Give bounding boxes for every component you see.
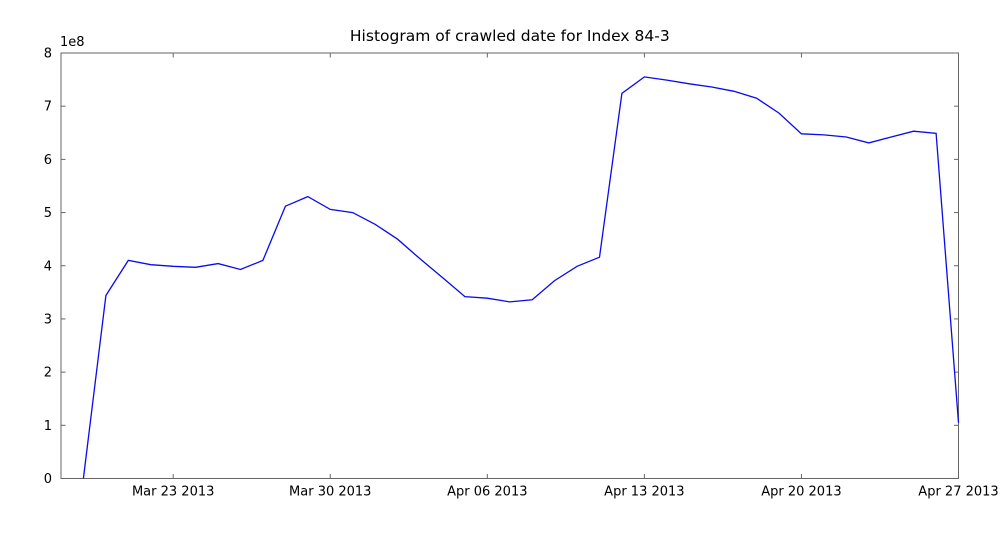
chart-title: Histogram of crawled date for Index 84-3	[350, 27, 670, 45]
x-tick-label: Apr 27 2013	[918, 485, 998, 500]
y-tick-label: 6	[44, 153, 52, 168]
y-axis-offset-label: 1e8	[60, 35, 85, 50]
y-tick-label: 4	[44, 259, 52, 274]
x-tick-label: Mar 30 2013	[289, 485, 371, 500]
x-tick-label: Apr 20 2013	[761, 485, 841, 500]
y-tick-label: 2	[44, 366, 52, 381]
y-tick-label: 0	[44, 472, 52, 487]
data-line	[82, 76, 960, 479]
x-tick-label: Apr 06 2013	[447, 485, 527, 500]
y-tick-label: 8	[44, 47, 52, 62]
y-tick-label: 7	[44, 100, 52, 115]
data-layer	[82, 76, 960, 479]
x-tick-label: Mar 23 2013	[132, 485, 214, 500]
y-tick-label: 1	[44, 419, 52, 434]
plot-border	[60, 52, 959, 479]
x-tick-label: Apr 13 2013	[604, 485, 684, 500]
y-tick-label: 5	[44, 206, 52, 221]
axes-layer: Mar 23 2013 Mar 30 2013 Apr 06 2013 Apr 13 …	[44, 47, 999, 500]
y-tick-label: 3	[44, 312, 52, 327]
